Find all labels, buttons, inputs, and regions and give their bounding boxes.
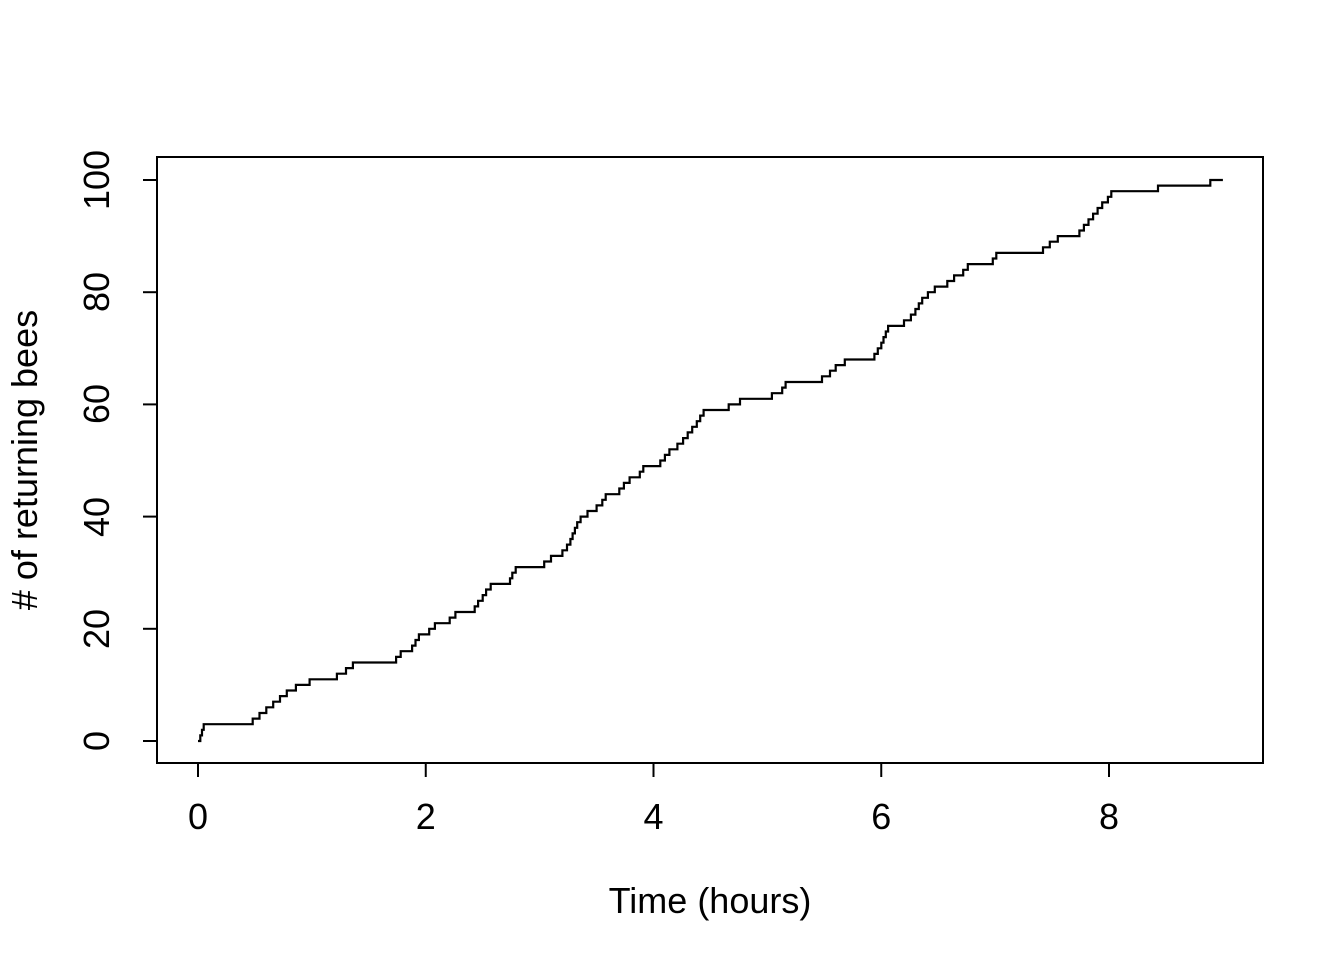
x-tick-label: 0 [187, 796, 209, 837]
x-axis-tick-marks [197, 763, 1110, 777]
x-axis-title: Time (hours) [608, 880, 812, 921]
x-tick-label: 2 [415, 796, 436, 837]
x-tick-label: 6 [871, 796, 892, 837]
y-tick-label: 0 [76, 730, 117, 752]
y-axis-title: # of returning bees [4, 309, 45, 611]
step-line-series [198, 178, 1223, 743]
y-tick-label: 40 [76, 496, 117, 537]
y-axis-tick-marks [143, 179, 157, 742]
plot-box [156, 156, 1264, 764]
y-tick-label: 100 [76, 149, 117, 211]
y-tick-label: 80 [76, 272, 117, 313]
y-tick-label: 20 [76, 608, 117, 649]
x-tick-label: 4 [643, 796, 664, 837]
x-tick-label: 8 [1098, 796, 1120, 837]
y-tick-label: 60 [76, 384, 117, 425]
